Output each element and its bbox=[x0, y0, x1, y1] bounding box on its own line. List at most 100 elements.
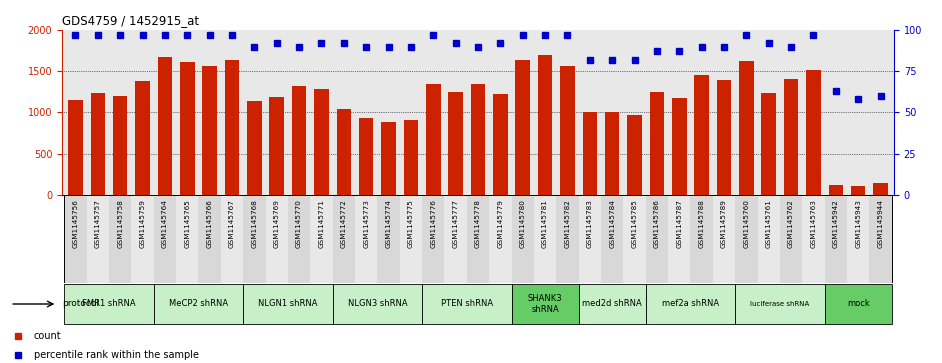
Bar bbox=[471, 85, 485, 195]
Bar bbox=[243, 195, 266, 283]
Bar bbox=[333, 284, 422, 324]
Text: GSM1145779: GSM1145779 bbox=[497, 199, 503, 248]
Bar bbox=[534, 195, 557, 283]
Bar bbox=[646, 195, 668, 283]
Text: GSM1145778: GSM1145778 bbox=[475, 199, 481, 248]
Text: GSM1145942: GSM1145942 bbox=[833, 199, 838, 248]
Bar bbox=[399, 195, 422, 283]
Text: GSM1145766: GSM1145766 bbox=[206, 199, 213, 248]
Bar bbox=[445, 195, 467, 283]
Bar bbox=[851, 186, 866, 195]
Bar bbox=[109, 195, 131, 283]
Bar bbox=[512, 195, 534, 283]
Bar bbox=[761, 93, 776, 195]
Bar bbox=[157, 57, 172, 195]
Bar bbox=[713, 195, 735, 283]
Text: GSM1145775: GSM1145775 bbox=[408, 199, 414, 248]
Bar bbox=[225, 60, 239, 195]
Bar bbox=[847, 195, 869, 283]
Bar bbox=[426, 85, 441, 195]
Bar bbox=[557, 195, 578, 283]
Bar bbox=[180, 62, 194, 195]
Text: mock: mock bbox=[847, 299, 869, 309]
Bar bbox=[154, 195, 176, 283]
Text: count: count bbox=[34, 331, 61, 340]
Text: GSM1145765: GSM1145765 bbox=[185, 199, 190, 248]
Text: GSM1145756: GSM1145756 bbox=[73, 199, 78, 248]
Bar bbox=[578, 195, 601, 283]
Text: GSM1145788: GSM1145788 bbox=[699, 199, 705, 248]
Text: GSM1145760: GSM1145760 bbox=[743, 199, 750, 248]
Bar bbox=[538, 55, 552, 195]
Bar bbox=[824, 195, 847, 283]
Bar bbox=[203, 66, 217, 195]
Text: GSM1145758: GSM1145758 bbox=[117, 199, 123, 248]
Bar bbox=[869, 195, 892, 283]
Bar bbox=[489, 195, 512, 283]
Text: GSM1145784: GSM1145784 bbox=[609, 199, 615, 248]
Bar bbox=[448, 92, 463, 195]
Bar bbox=[176, 195, 199, 283]
Text: GSM1145773: GSM1145773 bbox=[364, 199, 369, 248]
Bar bbox=[578, 284, 646, 324]
Bar bbox=[247, 101, 262, 195]
Text: FMR1 shRNA: FMR1 shRNA bbox=[82, 299, 136, 309]
Text: GSM1145763: GSM1145763 bbox=[810, 199, 817, 248]
Bar bbox=[735, 284, 824, 324]
Bar bbox=[873, 183, 888, 195]
Text: GSM1145786: GSM1145786 bbox=[654, 199, 660, 248]
Bar bbox=[136, 81, 150, 195]
Text: GSM1145789: GSM1145789 bbox=[721, 199, 727, 248]
Bar bbox=[359, 118, 373, 195]
Bar bbox=[422, 284, 512, 324]
Bar bbox=[292, 86, 306, 195]
Bar bbox=[739, 61, 754, 195]
Text: GSM1145770: GSM1145770 bbox=[296, 199, 302, 248]
Bar bbox=[690, 195, 713, 283]
Bar bbox=[288, 195, 310, 283]
Text: GSM1145782: GSM1145782 bbox=[564, 199, 571, 248]
Bar bbox=[646, 284, 735, 324]
Bar bbox=[68, 100, 83, 195]
Text: MeCP2 shRNA: MeCP2 shRNA bbox=[169, 299, 228, 309]
Text: GSM1145774: GSM1145774 bbox=[385, 199, 392, 248]
Text: GSM1145767: GSM1145767 bbox=[229, 199, 235, 248]
Text: percentile rank within the sample: percentile rank within the sample bbox=[34, 350, 199, 360]
Text: GSM1145785: GSM1145785 bbox=[631, 199, 638, 248]
Bar bbox=[757, 195, 780, 283]
Bar bbox=[467, 195, 489, 283]
Bar bbox=[582, 112, 597, 195]
Bar bbox=[422, 195, 445, 283]
Bar bbox=[355, 195, 378, 283]
Text: GSM1145762: GSM1145762 bbox=[788, 199, 794, 248]
Bar bbox=[605, 112, 620, 195]
Bar bbox=[113, 97, 127, 195]
Bar bbox=[64, 195, 87, 283]
Bar bbox=[803, 195, 824, 283]
Text: GSM1145776: GSM1145776 bbox=[430, 199, 436, 248]
Bar bbox=[269, 97, 284, 195]
Bar bbox=[315, 89, 329, 195]
Bar bbox=[780, 195, 803, 283]
Bar bbox=[824, 284, 892, 324]
Bar bbox=[403, 120, 418, 195]
Bar bbox=[735, 195, 757, 283]
Text: NLGN1 shRNA: NLGN1 shRNA bbox=[258, 299, 317, 309]
Text: GSM1145780: GSM1145780 bbox=[520, 199, 526, 248]
Text: GSM1145781: GSM1145781 bbox=[542, 199, 548, 248]
Text: GSM1145757: GSM1145757 bbox=[95, 199, 101, 248]
Bar bbox=[560, 66, 575, 195]
Bar bbox=[333, 195, 355, 283]
Bar bbox=[90, 93, 106, 195]
Text: GSM1145777: GSM1145777 bbox=[453, 199, 459, 248]
Text: GSM1145769: GSM1145769 bbox=[274, 199, 280, 248]
Text: NLGN3 shRNA: NLGN3 shRNA bbox=[348, 299, 407, 309]
Bar bbox=[806, 70, 820, 195]
Bar bbox=[668, 195, 690, 283]
Text: SHANK3
shRNA: SHANK3 shRNA bbox=[528, 294, 562, 314]
Text: GDS4759 / 1452915_at: GDS4759 / 1452915_at bbox=[62, 15, 199, 28]
Text: GSM1145771: GSM1145771 bbox=[318, 199, 324, 248]
Bar bbox=[336, 109, 351, 195]
Bar bbox=[829, 185, 843, 195]
Text: luciferase shRNA: luciferase shRNA bbox=[751, 301, 809, 307]
